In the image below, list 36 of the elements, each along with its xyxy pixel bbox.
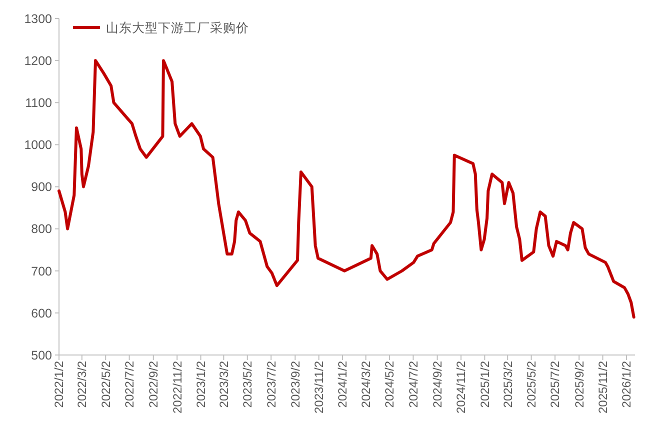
x-tick-label: 2023/9/2 [288,360,302,408]
x-tick-label: 2023/1/2 [194,360,208,408]
x-tick-label: 2022/7/2 [122,360,136,408]
x-tick-label: 2024/9/2 [430,360,445,408]
x-tick-label: 2024/11/2 [454,360,468,414]
y-tick-label: 900 [31,180,52,194]
x-tick-label: 2024/3/2 [359,360,374,408]
x-tick-label: 2022/5/2 [98,360,113,408]
x-tick-label: 2022/1/2 [52,360,66,408]
y-tick-label: 600 [31,306,52,320]
y-tick-label: 1200 [24,54,52,68]
y-tick-label: 1300 [24,12,52,26]
x-tick-label: 2024/1/2 [336,360,350,408]
x-tick-label: 2025/5/2 [524,360,538,408]
x-tick-label: 2022/11/2 [170,360,184,414]
y-tick-label: 500 [31,348,52,362]
x-tick-label: 2024/7/2 [406,360,420,408]
x-tick-label: 2023/7/2 [264,360,278,408]
x-tick-label: 2025/1/2 [478,360,492,408]
x-tick-label: 2023/11/2 [312,360,326,414]
x-tick-label: 2022/9/2 [146,360,161,408]
x-tick-label: 2024/5/2 [382,360,397,408]
line-series [58,59,636,319]
x-tick-label: 2025/11/2 [596,360,610,414]
y-tick-label: 1100 [25,96,52,110]
x-tick-label: 2023/3/2 [216,360,231,408]
legend-label: 山东大型下游工厂采购价 [106,20,249,35]
x-tick-label: 2022/3/2 [75,360,90,408]
x-tick-label: 2025/3/2 [500,360,515,408]
x-tick-label: 2025/9/2 [572,360,586,408]
x-tick-label: 2025/7/2 [548,360,562,408]
y-tick-label: 800 [31,222,52,236]
y-tick-label: 1000 [24,138,52,152]
x-tick-label: 2026/1/2 [620,360,634,408]
y-tick-label: 700 [31,264,52,278]
x-tick-label: 2023/5/2 [240,360,255,408]
